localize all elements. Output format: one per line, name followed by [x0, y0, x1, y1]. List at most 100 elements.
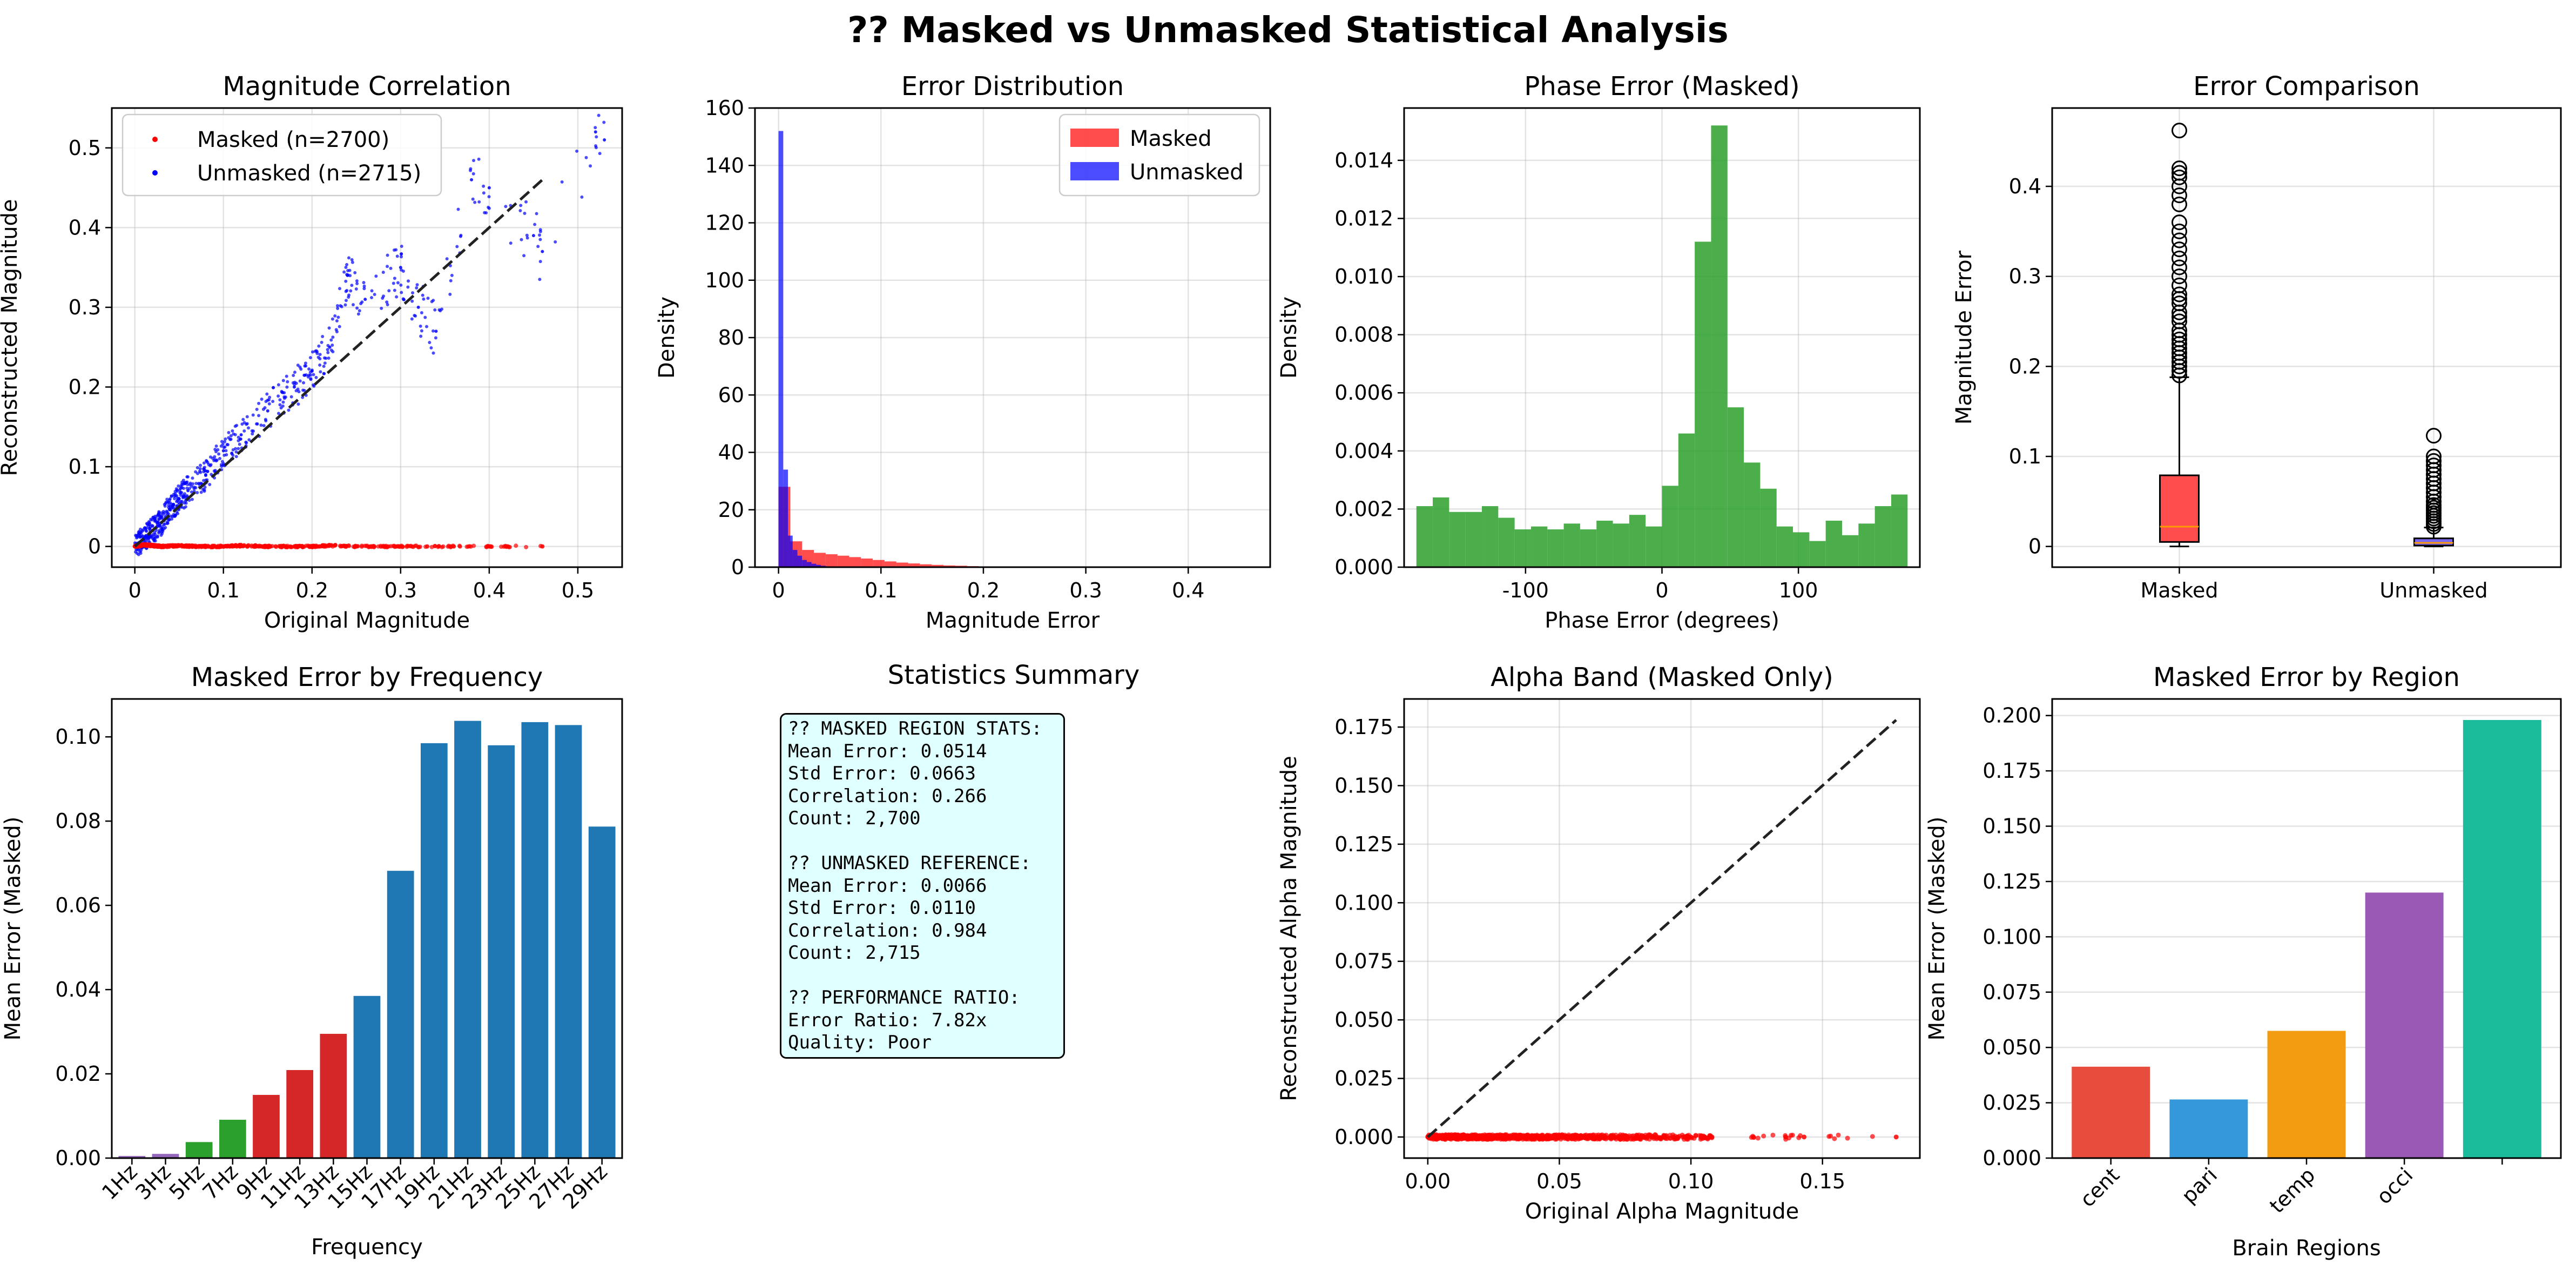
scatter-point — [333, 314, 337, 318]
y-tick-label: 0.006 — [1334, 381, 1393, 405]
scatter-point — [414, 314, 417, 318]
scatter-point — [348, 274, 352, 278]
legend-marker — [152, 137, 158, 142]
scatter-point — [177, 484, 180, 488]
bar — [320, 1033, 347, 1158]
outlier-point — [2172, 214, 2187, 231]
scatter-point — [254, 544, 259, 549]
histogram-bar — [1711, 125, 1728, 567]
y-tick-label: 0.004 — [1334, 439, 1393, 463]
scatter-point — [312, 373, 315, 376]
scatter-point — [484, 211, 488, 215]
scatter-point — [1802, 1134, 1807, 1140]
scatter-point — [345, 263, 349, 266]
histogram-bar — [861, 559, 873, 567]
scatter-point — [326, 348, 329, 352]
x-axis-label: Magnitude Error — [926, 608, 1100, 633]
scatter-point — [151, 537, 155, 541]
scatter-point — [165, 522, 169, 526]
x-axis-label: Phase Error (degrees) — [1545, 608, 1779, 633]
legend-swatch — [1070, 162, 1119, 180]
scatter-point — [1465, 1134, 1470, 1140]
scatter-point — [350, 258, 354, 261]
y-tick-label: 0.00 — [55, 1146, 101, 1170]
scatter-point — [1587, 1133, 1592, 1139]
scatter-point — [1596, 1134, 1602, 1140]
stats-summary-title: Statistics Summary — [888, 660, 1140, 690]
x-tick-label: 3Hz — [131, 1160, 176, 1205]
scatter-point — [1556, 1134, 1562, 1140]
scatter-point — [328, 345, 332, 349]
histogram-bar — [797, 555, 803, 567]
scatter-point — [477, 157, 481, 161]
scatter-point — [292, 544, 296, 549]
scatter-point — [221, 449, 225, 453]
scatter-point — [134, 550, 138, 554]
scatter-point — [1654, 1136, 1660, 1141]
scatter-point — [1444, 1132, 1449, 1138]
y-tick-label: 0.000 — [1334, 555, 1393, 579]
scatter-point — [280, 389, 284, 393]
y-tick-label: 0.125 — [1334, 832, 1393, 856]
scatter-point — [336, 307, 340, 311]
scatter-point — [363, 298, 367, 301]
scatter-point — [173, 497, 177, 501]
scatter-point — [227, 431, 231, 434]
scatter-point — [1643, 1133, 1648, 1138]
outlier-point — [2426, 453, 2442, 469]
scatter-point — [359, 302, 363, 306]
scatter-point — [176, 489, 179, 493]
scatter-point — [162, 527, 166, 530]
scatter-point — [267, 402, 271, 406]
histogram-bar — [896, 562, 908, 567]
scatter-point — [554, 240, 557, 244]
scatter-point — [445, 257, 449, 261]
scatter-point — [153, 533, 157, 536]
scatter-point — [223, 440, 227, 443]
scatter-point — [598, 152, 602, 156]
bar — [2169, 1099, 2248, 1158]
scatter-point — [255, 407, 259, 411]
scatter-point — [1662, 1134, 1667, 1140]
histogram-bar — [1744, 462, 1761, 567]
outlier-point — [2172, 187, 2187, 204]
scatter-point — [1697, 1133, 1702, 1138]
y-tick-label: 0.08 — [55, 809, 101, 833]
scatter-point — [520, 238, 523, 241]
chart-title: Error Comparison — [2193, 71, 2420, 102]
scatter-point — [589, 164, 592, 168]
scatter-point — [538, 233, 542, 237]
scatter-point — [199, 470, 203, 474]
scatter-point — [277, 543, 281, 548]
scatter-point — [343, 303, 347, 307]
scatter-point — [294, 389, 298, 393]
scatter-point — [501, 544, 506, 549]
bar — [286, 1070, 314, 1158]
scatter-point — [458, 234, 462, 238]
scatter-point — [202, 467, 206, 471]
scatter-point — [370, 289, 374, 293]
scatter-point — [420, 311, 423, 314]
histogram-bar — [1580, 529, 1597, 567]
scatter-point — [387, 289, 391, 293]
scatter-point — [381, 544, 386, 549]
chart-alpha-band: 0.000 0.025 0.050 0.075 0.100 0.125 0.150 0.175… — [1277, 662, 1921, 1224]
scatter-point — [185, 494, 189, 497]
scatter-point — [407, 279, 410, 283]
scatter-point — [239, 437, 242, 441]
scatter-point — [147, 539, 151, 543]
scatter-point — [300, 543, 305, 548]
scatter-point — [329, 348, 333, 352]
scatter-point — [431, 351, 435, 355]
x-tick-label: 5Hz — [164, 1160, 209, 1205]
scatter-point — [306, 375, 310, 379]
scatter-point — [466, 544, 470, 549]
outlier-point — [2172, 241, 2187, 258]
scatter-point — [477, 200, 481, 204]
scatter-point — [594, 130, 597, 134]
scatter-point — [318, 353, 322, 357]
histogram-bar — [783, 469, 788, 567]
scatter-point — [536, 245, 540, 248]
outlier-point — [2172, 160, 2187, 177]
